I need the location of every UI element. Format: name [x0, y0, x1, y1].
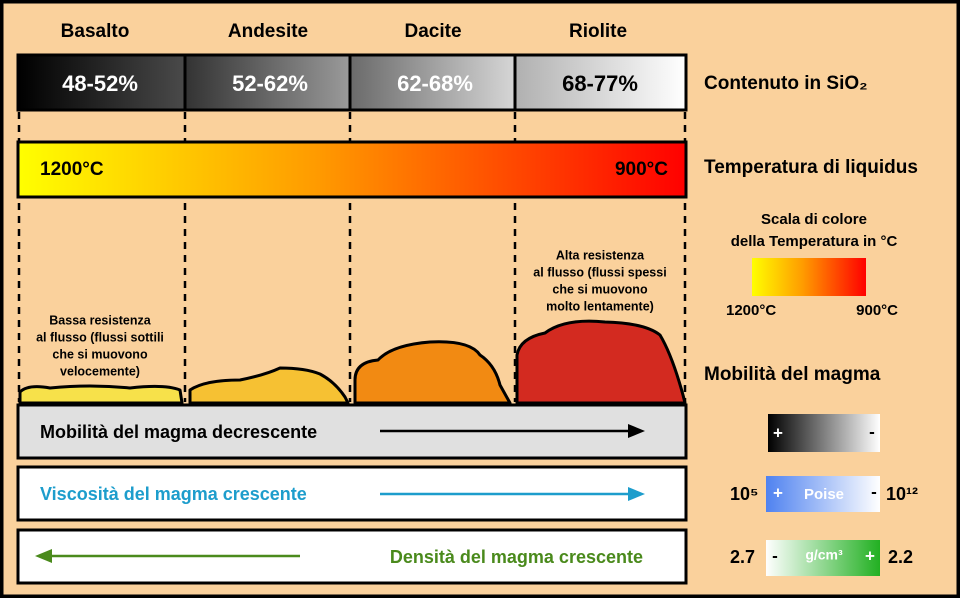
rock-name: Andesite [228, 21, 308, 42]
arrow [380, 487, 645, 501]
silica-range: 52-62% [232, 71, 308, 96]
flow-note: Alta resistenza [556, 248, 645, 262]
sign: - [869, 422, 875, 441]
silica-cell [183, 53, 352, 112]
flow-note: Bassa resistenza [49, 313, 152, 327]
scale-value: 2.7 [730, 547, 755, 567]
lava-flow [188, 366, 350, 405]
sign: - [772, 546, 778, 565]
bar-label: Mobilità del magma decrescente [40, 422, 317, 442]
temperature-bar [16, 140, 688, 199]
flow-note: che si muovono [52, 347, 148, 361]
rock-name: Riolite [569, 21, 627, 42]
bar-label: Densità del magma crescente [390, 547, 643, 567]
scale-value: 10⁵ [730, 484, 758, 504]
lava-flow [353, 340, 512, 405]
legend-gradient [752, 258, 866, 296]
density-gradient [766, 540, 880, 576]
flow-note: al flusso (flussi sottili [36, 330, 164, 344]
row-label: Contenuto in SiO₂ [704, 73, 868, 94]
legend-max: 900°C [856, 302, 898, 319]
rock-name: Basalto [61, 21, 130, 42]
sign: + [773, 423, 783, 442]
silica-range: 68-77% [562, 71, 638, 96]
silica-cell [513, 53, 688, 112]
silica-range: 62-68% [397, 71, 473, 96]
rock-name: Dacite [404, 21, 461, 42]
sign: + [773, 483, 783, 502]
flow-note: che si muovono [552, 282, 648, 296]
sign: - [871, 482, 877, 501]
arrow [35, 549, 300, 563]
flow-note: velocemente) [60, 364, 140, 378]
lava-flow [515, 319, 687, 405]
bar-label: Viscosità del magma crescente [40, 484, 307, 504]
scale-unit: g/cm³ [805, 547, 843, 563]
temperature-start: 1200°C [40, 159, 104, 180]
legend-min: 1200°C [726, 302, 776, 319]
flow-note: al flusso (flussi spessi [533, 265, 666, 279]
legend-title: della Temperatura in °C [731, 233, 898, 250]
lava-flow [18, 384, 184, 405]
row-label: Temperatura di liquidus [704, 157, 918, 178]
viscosity-gradient [766, 476, 880, 512]
legend-title: Scala di colore [761, 211, 867, 228]
sign: + [865, 546, 875, 565]
density-bar [16, 528, 688, 585]
scale-value: 10¹² [886, 484, 918, 504]
scale-value: 2.2 [888, 547, 913, 567]
row-label: Mobilità del magma [704, 364, 881, 385]
flow-note: molto lentamente) [546, 299, 654, 313]
silica-range: 48-52% [62, 71, 138, 96]
dividers [17, 112, 687, 402]
arrow [380, 424, 645, 438]
scale-unit: Poise [804, 486, 844, 503]
silica-cell [16, 53, 187, 112]
mobility-gradient [768, 414, 880, 452]
temperature-end: 900°C [615, 159, 668, 180]
